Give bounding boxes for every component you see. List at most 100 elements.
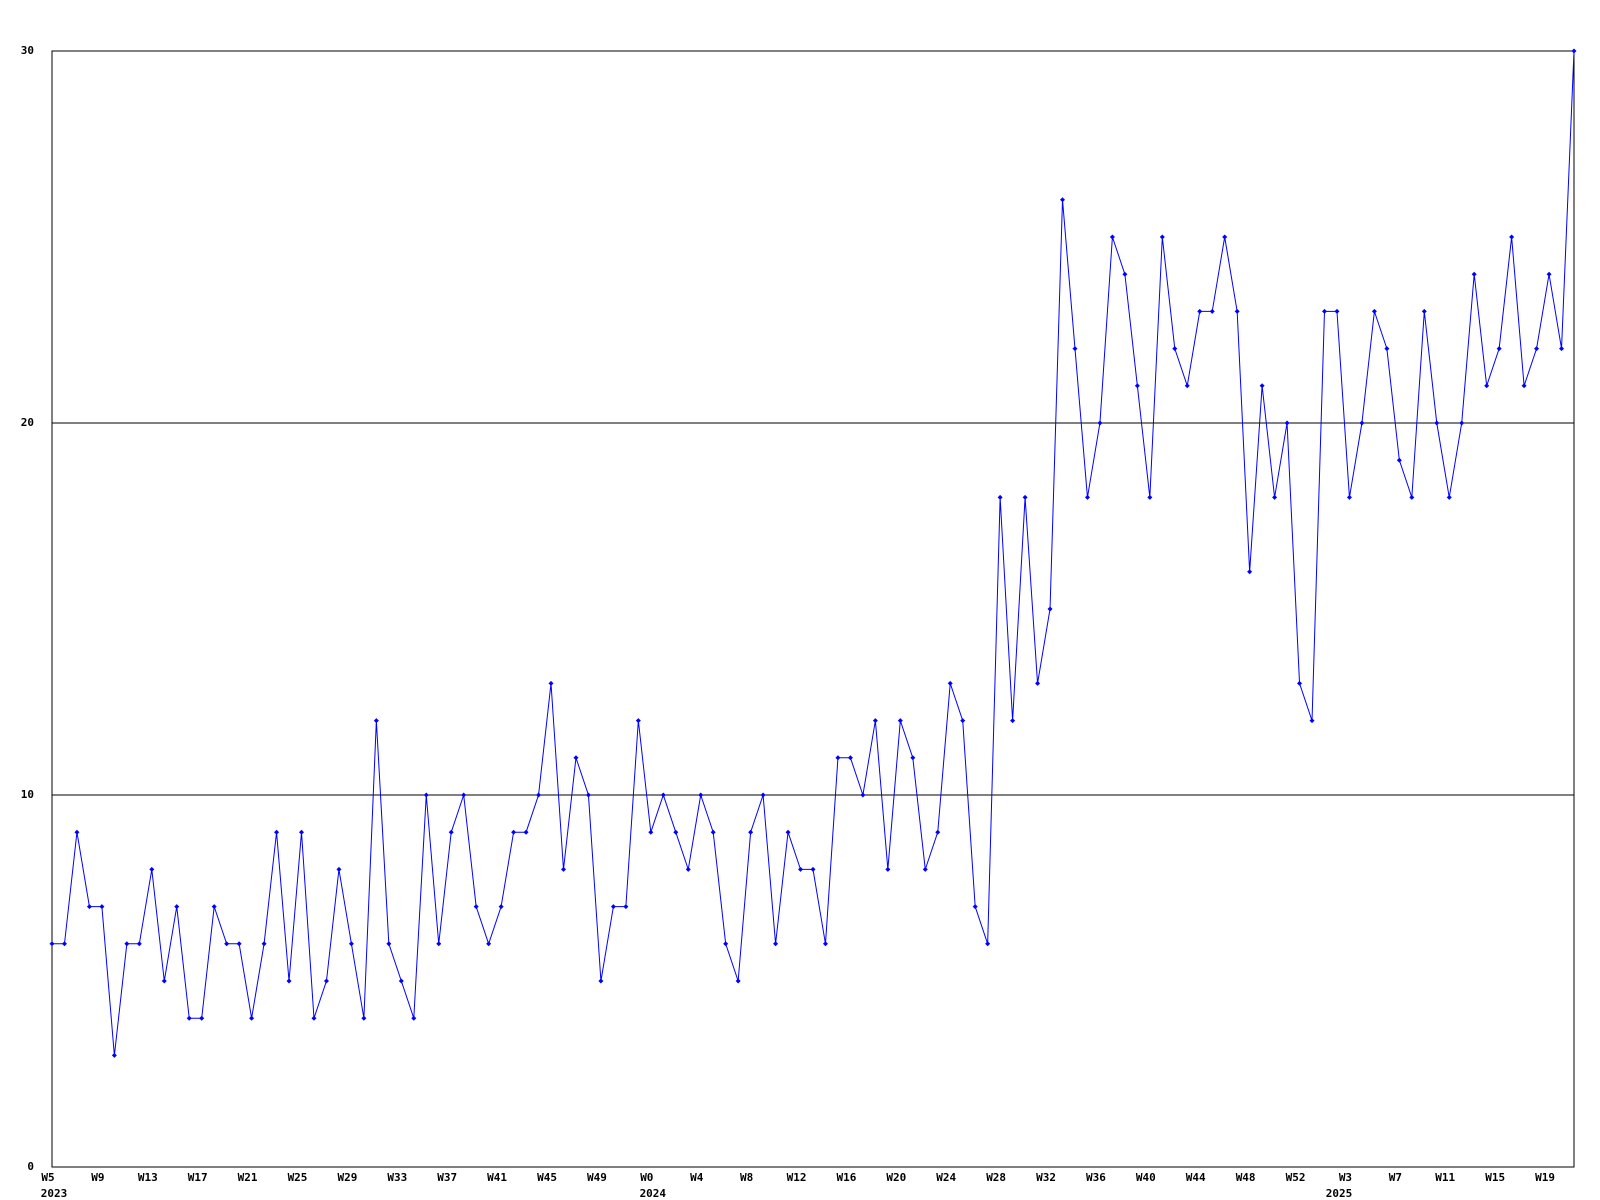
data-point bbox=[1097, 420, 1103, 426]
data-point bbox=[1010, 718, 1016, 724]
data-point bbox=[685, 866, 691, 872]
data-point bbox=[86, 904, 92, 910]
x-tick-label: W11 bbox=[1435, 1171, 1455, 1184]
data-point bbox=[1197, 308, 1203, 314]
data-point bbox=[885, 866, 891, 872]
data-point bbox=[960, 718, 966, 724]
y-tick-label: 20 bbox=[21, 416, 34, 429]
data-point bbox=[1084, 494, 1090, 500]
data-point bbox=[511, 829, 517, 835]
data-point bbox=[1147, 494, 1153, 500]
x-tick-label: W5 bbox=[41, 1171, 54, 1184]
x-tick-label: W32 bbox=[1036, 1171, 1056, 1184]
data-point bbox=[461, 792, 467, 798]
x-tick-label: W9 bbox=[91, 1171, 104, 1184]
data-point bbox=[1559, 346, 1565, 352]
data-point bbox=[1434, 420, 1440, 426]
data-point bbox=[698, 792, 704, 798]
x-tick-label: W21 bbox=[238, 1171, 258, 1184]
y-tick-label: 30 bbox=[21, 44, 34, 57]
data-point bbox=[798, 866, 804, 872]
x-tick-label: W33 bbox=[387, 1171, 407, 1184]
data-point bbox=[585, 792, 591, 798]
data-point bbox=[1446, 494, 1452, 500]
data-point bbox=[161, 978, 167, 984]
data-point bbox=[1371, 308, 1377, 314]
data-point bbox=[323, 978, 329, 984]
x-tick-label: W24 bbox=[936, 1171, 956, 1184]
x-tick-label: W17 bbox=[188, 1171, 208, 1184]
data-point bbox=[211, 904, 217, 910]
x-tick-label: W19 bbox=[1535, 1171, 1555, 1184]
data-point bbox=[1122, 271, 1128, 277]
data-point bbox=[311, 1015, 317, 1021]
x-tick-label: W20 bbox=[886, 1171, 906, 1184]
data-point bbox=[673, 829, 679, 835]
data-point bbox=[1409, 494, 1415, 500]
data-point bbox=[1060, 197, 1066, 203]
data-point bbox=[361, 1015, 367, 1021]
data-point bbox=[49, 941, 55, 947]
data-point bbox=[897, 718, 903, 724]
data-point bbox=[648, 829, 654, 835]
data-point bbox=[1571, 48, 1577, 54]
data-point bbox=[373, 718, 379, 724]
data-point bbox=[111, 1052, 117, 1058]
data-point bbox=[760, 792, 766, 798]
data-point bbox=[748, 829, 754, 835]
data-point bbox=[124, 941, 130, 947]
data-point bbox=[136, 941, 142, 947]
data-point bbox=[947, 680, 953, 686]
data-point bbox=[436, 941, 442, 947]
data-point bbox=[723, 941, 729, 947]
x-tick-label: W52 bbox=[1286, 1171, 1306, 1184]
data-point bbox=[935, 829, 941, 835]
data-point bbox=[822, 941, 828, 947]
x-tick-label: W4 bbox=[690, 1171, 704, 1184]
data-point bbox=[1297, 680, 1303, 686]
data-point bbox=[1247, 569, 1253, 575]
data-point bbox=[523, 829, 529, 835]
data-point bbox=[199, 1015, 205, 1021]
data-point bbox=[398, 978, 404, 984]
x-tick-label: W40 bbox=[1136, 1171, 1156, 1184]
data-point bbox=[985, 941, 991, 947]
data-point bbox=[810, 866, 816, 872]
data-point bbox=[1421, 308, 1427, 314]
data-point bbox=[1035, 680, 1041, 686]
x-tick-label: W45 bbox=[537, 1171, 557, 1184]
data-point bbox=[236, 941, 242, 947]
data-point bbox=[74, 829, 80, 835]
data-point bbox=[186, 1015, 192, 1021]
x-tick-label: W49 bbox=[587, 1171, 607, 1184]
data-point bbox=[411, 1015, 417, 1021]
y-tick-label: 10 bbox=[21, 788, 34, 801]
plot-frame bbox=[51, 50, 1575, 1168]
data-point bbox=[1484, 383, 1490, 389]
x-tick-label: W12 bbox=[787, 1171, 807, 1184]
data-point bbox=[1284, 420, 1290, 426]
data-point bbox=[274, 829, 280, 835]
data-point bbox=[1384, 346, 1390, 352]
data-point bbox=[735, 978, 741, 984]
data-point bbox=[473, 904, 479, 910]
data-point bbox=[386, 941, 392, 947]
data-point bbox=[548, 680, 554, 686]
x-tick-label: W15 bbox=[1485, 1171, 1505, 1184]
data-point bbox=[635, 718, 641, 724]
x-tick-label: W44 bbox=[1186, 1171, 1206, 1184]
data-point bbox=[1359, 420, 1365, 426]
data-point bbox=[1534, 346, 1540, 352]
x-tick-label: W16 bbox=[836, 1171, 856, 1184]
data-point bbox=[149, 866, 155, 872]
data-point bbox=[286, 978, 292, 984]
x-tick-label: W25 bbox=[288, 1171, 308, 1184]
data-point bbox=[997, 494, 1003, 500]
data-point bbox=[1222, 234, 1228, 240]
data-point bbox=[1259, 383, 1265, 389]
data-point bbox=[99, 904, 105, 910]
data-point bbox=[1209, 308, 1215, 314]
series-line bbox=[52, 50, 1575, 1056]
x-tick-label: W48 bbox=[1236, 1171, 1256, 1184]
data-point bbox=[1346, 494, 1352, 500]
